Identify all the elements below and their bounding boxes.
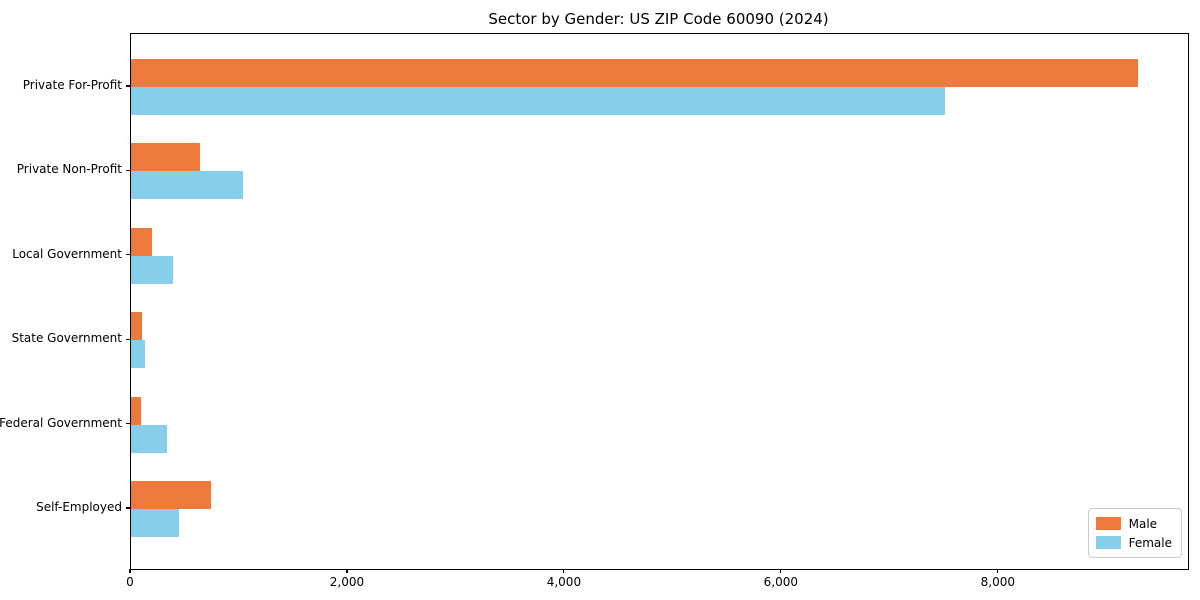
legend: Male Female [1087,508,1182,558]
y-tick-mark [126,254,130,256]
x-tick-label: 4,000 [546,575,582,589]
legend-item-female: Female [1095,533,1172,552]
plot-area: Male Female [130,33,1189,570]
legend-swatch-female [1095,536,1121,549]
bar-female-6 [131,509,180,537]
bar-male-3 [131,227,153,256]
y-tick-mark [126,85,130,87]
x-tick-mark [780,569,782,573]
x-tick-mark [563,569,565,573]
x-tick-label: 0 [126,575,134,589]
y-tick-mark [126,507,130,509]
bar-male-5 [131,396,141,425]
y-tick-label: Private For-Profit [22,78,122,92]
bar-female-4 [131,340,146,369]
x-tick-label: 2,000 [329,575,365,589]
y-tick-mark [126,423,130,425]
bar-male-4 [131,312,143,341]
chart-title: Sector by Gender: US ZIP Code 60090 (202… [488,10,829,28]
bar-male-2 [131,143,201,172]
y-tick-label: Local Government [12,246,122,261]
y-tick-label: State Government [11,331,122,346]
legend-item-male: Male [1095,514,1172,533]
x-tick-mark [997,569,999,573]
bar-female-2 [131,171,243,200]
x-tick-label: 8,000 [980,575,1015,589]
legend-swatch-male [1095,517,1121,530]
bar-male-6 [131,481,212,509]
legend-label-male: Male [1128,516,1158,531]
y-tick-mark [126,338,130,340]
bar-male-1 [131,59,1138,87]
y-tick-mark [126,169,130,171]
bar-female-3 [131,255,173,284]
y-tick-label: Private Non-Profit [16,162,122,177]
x-tick-label: 6,000 [763,575,799,589]
bar-female-5 [131,424,167,453]
y-tick-label: Federal Government [0,415,122,430]
bar-female-1 [131,87,945,115]
legend-label-female: Female [1128,535,1172,550]
x-tick-mark [129,569,131,573]
y-tick-label: Self-Employed [36,500,122,514]
x-tick-mark [346,569,348,573]
